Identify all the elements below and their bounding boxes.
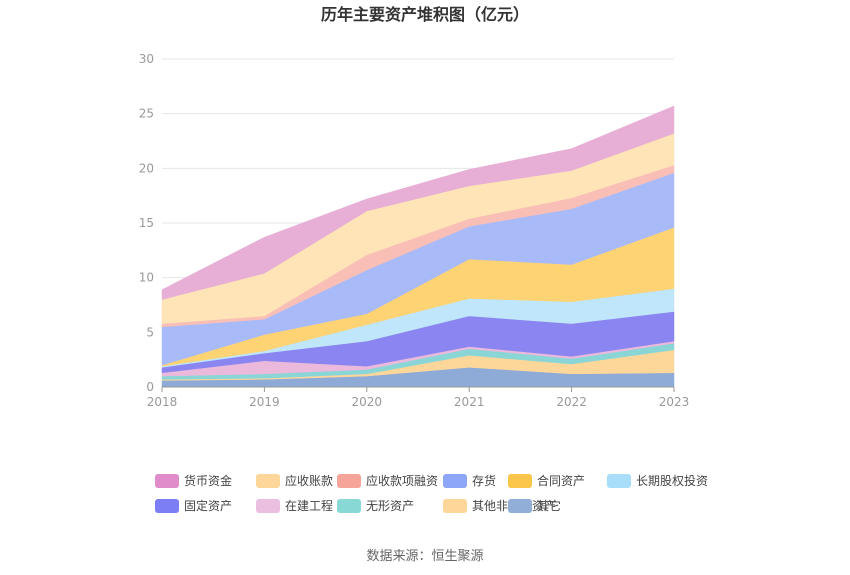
x-tick-label: 2018: [147, 395, 178, 409]
legend-label: 应收账款: [285, 473, 333, 488]
legend-item[interactable]: 固定资产: [155, 498, 232, 513]
legend-label: 存货: [472, 473, 496, 488]
y-tick-label: 5: [146, 325, 154, 339]
legend-item[interactable]: 合同资产: [508, 473, 585, 488]
legend-label: 在建工程: [285, 498, 333, 513]
legend-label: 货币资金: [184, 473, 232, 488]
legend-swatch: [443, 499, 467, 513]
legend-swatch: [256, 474, 280, 488]
area-series: [161, 105, 675, 388]
legend-swatch: [155, 474, 179, 488]
x-tick-label: 2021: [454, 395, 485, 409]
x-tick-label: 2023: [659, 395, 690, 409]
legend-swatch: [508, 474, 532, 488]
y-tick-label: 0: [146, 380, 154, 394]
axes: 0 5 10 15 20 25 30 2018 2019 2020 2021 2022 2023: [139, 52, 690, 409]
legend-swatch: [155, 499, 179, 513]
legend-swatch: [508, 499, 532, 513]
area-series-10: [161, 105, 675, 300]
legend-label: 应收款项融资: [366, 473, 438, 488]
legend-item[interactable]: 应收款项融资: [337, 473, 438, 488]
legend-item[interactable]: 应收账款: [256, 473, 333, 488]
chart-title: 历年主要资产堆积图（亿元）: [321, 5, 529, 24]
legend-item[interactable]: 无形资产: [337, 499, 414, 513]
legend-swatch: [443, 474, 467, 488]
legend-label: 固定资产: [184, 498, 232, 513]
legend-item[interactable]: 长期股权投资: [607, 473, 708, 488]
legend-label: 其它: [537, 498, 561, 513]
x-tick-label: 2020: [352, 395, 383, 409]
legend-item[interactable]: 货币资金: [155, 473, 232, 488]
y-tick-label: 30: [139, 52, 154, 66]
legend: 货币资金应收账款应收款项融资存货合同资产长期股权投资固定资产在建工程无形资产其他…: [155, 473, 708, 513]
y-tick-label: 10: [139, 271, 154, 285]
y-tick-label: 25: [139, 107, 154, 121]
legend-item[interactable]: 存货: [443, 473, 496, 488]
legend-label: 无形资产: [366, 499, 414, 513]
legend-item[interactable]: 在建工程: [256, 498, 333, 513]
legend-swatch: [337, 499, 361, 513]
legend-label: 合同资产: [537, 473, 585, 488]
legend-swatch: [256, 499, 280, 513]
legend-item[interactable]: 其它: [508, 498, 561, 513]
legend-swatch: [337, 474, 361, 488]
x-tick-label: 2019: [249, 395, 280, 409]
y-tick-label: 20: [139, 161, 154, 175]
legend-label: 长期股权投资: [636, 473, 708, 488]
legend-swatch: [607, 474, 631, 488]
y-tick-label: 15: [139, 216, 154, 230]
x-tick-label: 2022: [556, 395, 587, 409]
data-source: 数据来源：恒生聚源: [366, 549, 483, 564]
